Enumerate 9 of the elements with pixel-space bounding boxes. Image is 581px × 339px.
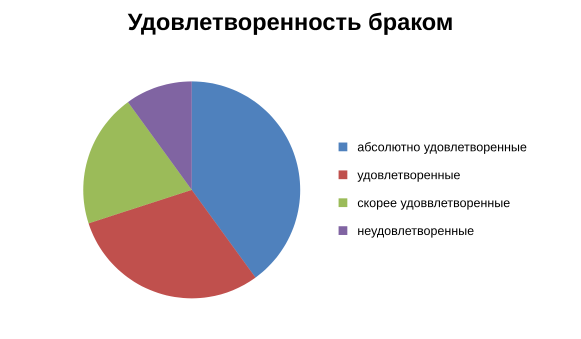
pie-slice (192, 81, 300, 278)
chart-title: Удовлетворенность браком (128, 12, 452, 35)
pie-slice (88, 190, 256, 298)
legend-label: скорее удоввлетворенные (358, 200, 510, 210)
pie-slice (83, 102, 192, 224)
legend-label: неудовлетворенные (358, 228, 474, 238)
legend-label: удовлетворенные (357, 172, 460, 182)
pie-slice (128, 81, 192, 190)
legend-label: абсолютно удовлетворенные (358, 142, 526, 154)
